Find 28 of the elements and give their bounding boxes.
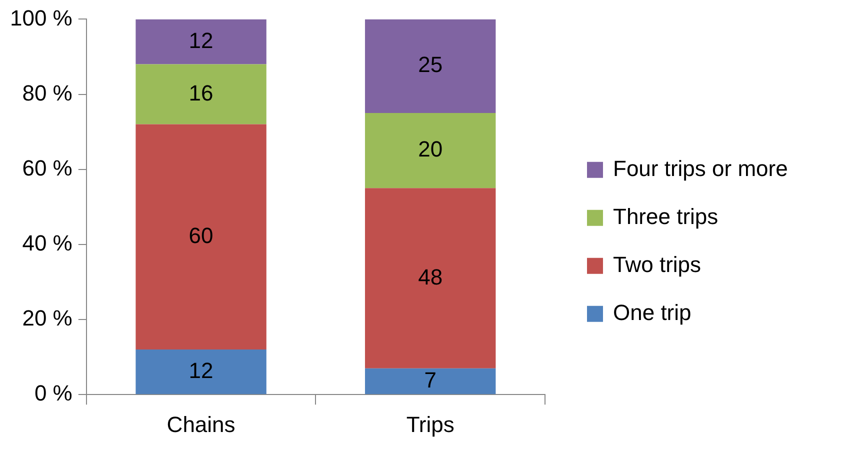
legend-label: Two trips — [613, 252, 702, 277]
bar — [364, 19, 496, 114]
data-label: 60 — [188, 222, 214, 248]
legend-label: Four trips or more — [613, 156, 788, 181]
bar — [364, 368, 496, 394]
data-label: 20 — [418, 136, 443, 162]
data-label: 12 — [188, 28, 214, 53]
y-tick-label: 40 % — [22, 230, 72, 256]
y-tick-label: 20 % — [22, 306, 72, 331]
x-tick-label: Chains — [166, 412, 236, 437]
x-tick-label: Trips — [406, 412, 454, 437]
bar — [136, 64, 266, 124]
data-label: 48 — [418, 264, 443, 290]
y-tick-label: 60 % — [22, 155, 72, 180]
legend-label: Three trips — [613, 204, 718, 229]
y-tick-label: 0 % — [34, 380, 72, 406]
bar — [364, 188, 496, 368]
bar — [364, 113, 496, 188]
data-label: 7 — [424, 367, 436, 392]
legend-label: One trip — [613, 300, 692, 325]
bar — [136, 19, 266, 64]
bar — [136, 350, 266, 394]
data-label: 25 — [418, 52, 443, 78]
y-tick-label: 80 % — [22, 80, 72, 106]
data-label: 12 — [188, 358, 214, 383]
bar — [136, 124, 266, 350]
y-tick-label: 100 % — [10, 5, 72, 30]
data-label: 16 — [188, 80, 214, 106]
